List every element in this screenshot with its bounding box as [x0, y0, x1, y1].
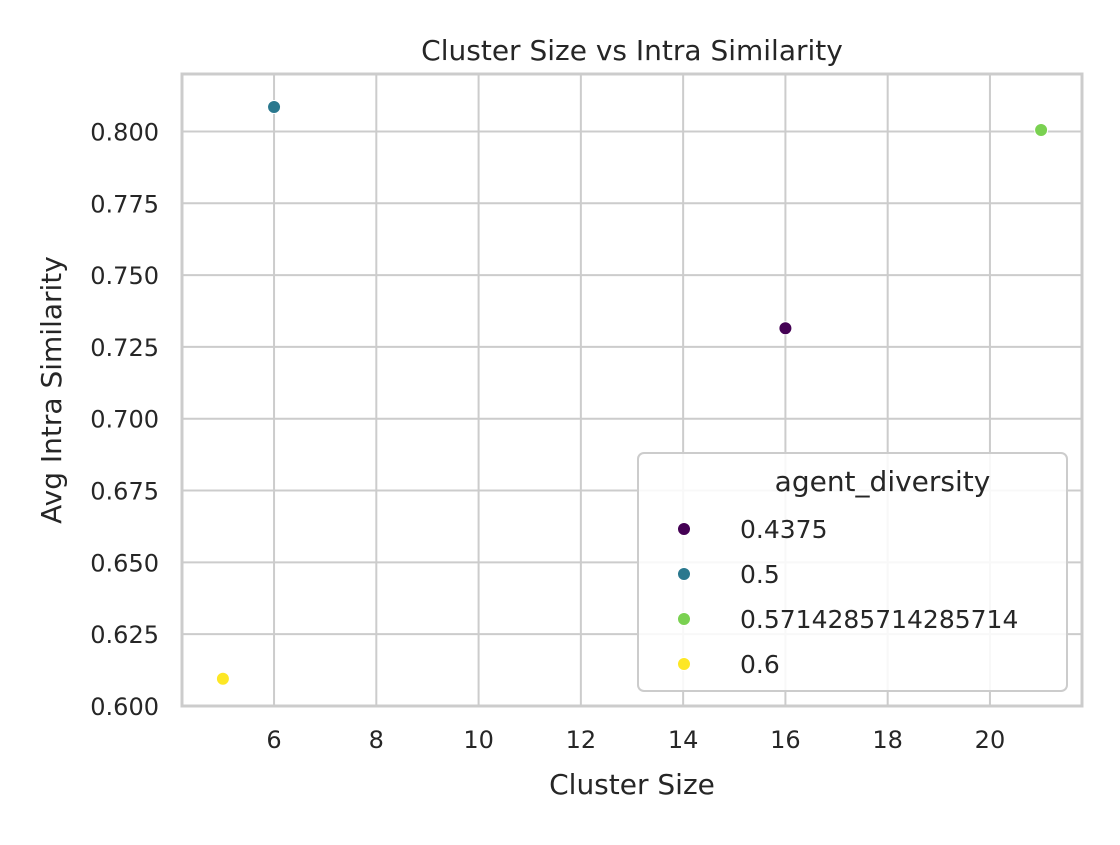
y-tick-label: 0.800 — [90, 118, 159, 146]
y-tick-label: 0.650 — [90, 549, 159, 577]
x-tick-label: 8 — [369, 726, 384, 754]
legend-marker — [677, 657, 691, 671]
x-tick-label: 20 — [975, 726, 1006, 754]
x-tick-label: 12 — [566, 726, 597, 754]
y-axis-title: Avg Intra Similarity — [35, 256, 68, 524]
legend-label: 0.6 — [740, 650, 780, 679]
y-tick-label: 0.750 — [90, 262, 159, 290]
data-point — [1034, 123, 1049, 138]
data-point — [267, 100, 282, 115]
legend: agent_diversity 0.4375 0.5 0.57142857142857… — [637, 452, 1068, 692]
y-tick-label: 0.600 — [90, 693, 159, 721]
legend-title: agent_diversity — [775, 465, 991, 498]
y-tick-label: 0.700 — [90, 406, 159, 434]
plot-frame — [180, 72, 1084, 708]
legend-label: 0.5714285714285714 — [740, 605, 1018, 634]
points-layer — [215, 100, 1049, 686]
legend-marker — [677, 522, 691, 536]
x-tick-label: 6 — [266, 726, 281, 754]
legend-marker — [677, 612, 691, 626]
y-tick-label: 0.625 — [90, 621, 159, 649]
grid-layer — [182, 74, 1082, 707]
x-tick-label: 16 — [770, 726, 801, 754]
x-tick-label: 14 — [668, 726, 699, 754]
x-axis-title: Cluster Size — [549, 768, 715, 801]
legend-label: 0.5 — [740, 560, 780, 589]
y-tick-label: 0.675 — [90, 478, 159, 506]
x-tick-label: 10 — [463, 726, 494, 754]
data-point — [215, 671, 230, 686]
chart-title: Cluster Size vs Intra Similarity — [421, 34, 843, 67]
y-tick-label: 0.775 — [90, 190, 159, 218]
legend-frame — [637, 452, 1068, 692]
legend-label: 0.4375 — [740, 515, 827, 544]
data-point — [778, 321, 793, 336]
legend-marker — [677, 567, 691, 581]
x-tick-label: 18 — [872, 726, 903, 754]
axes-layer: 6 8 10 12 14 16 18 20 0.600 0.625 0.650 0.675 0.700 0… — [90, 72, 1084, 754]
y-tick-label: 0.725 — [90, 334, 159, 362]
